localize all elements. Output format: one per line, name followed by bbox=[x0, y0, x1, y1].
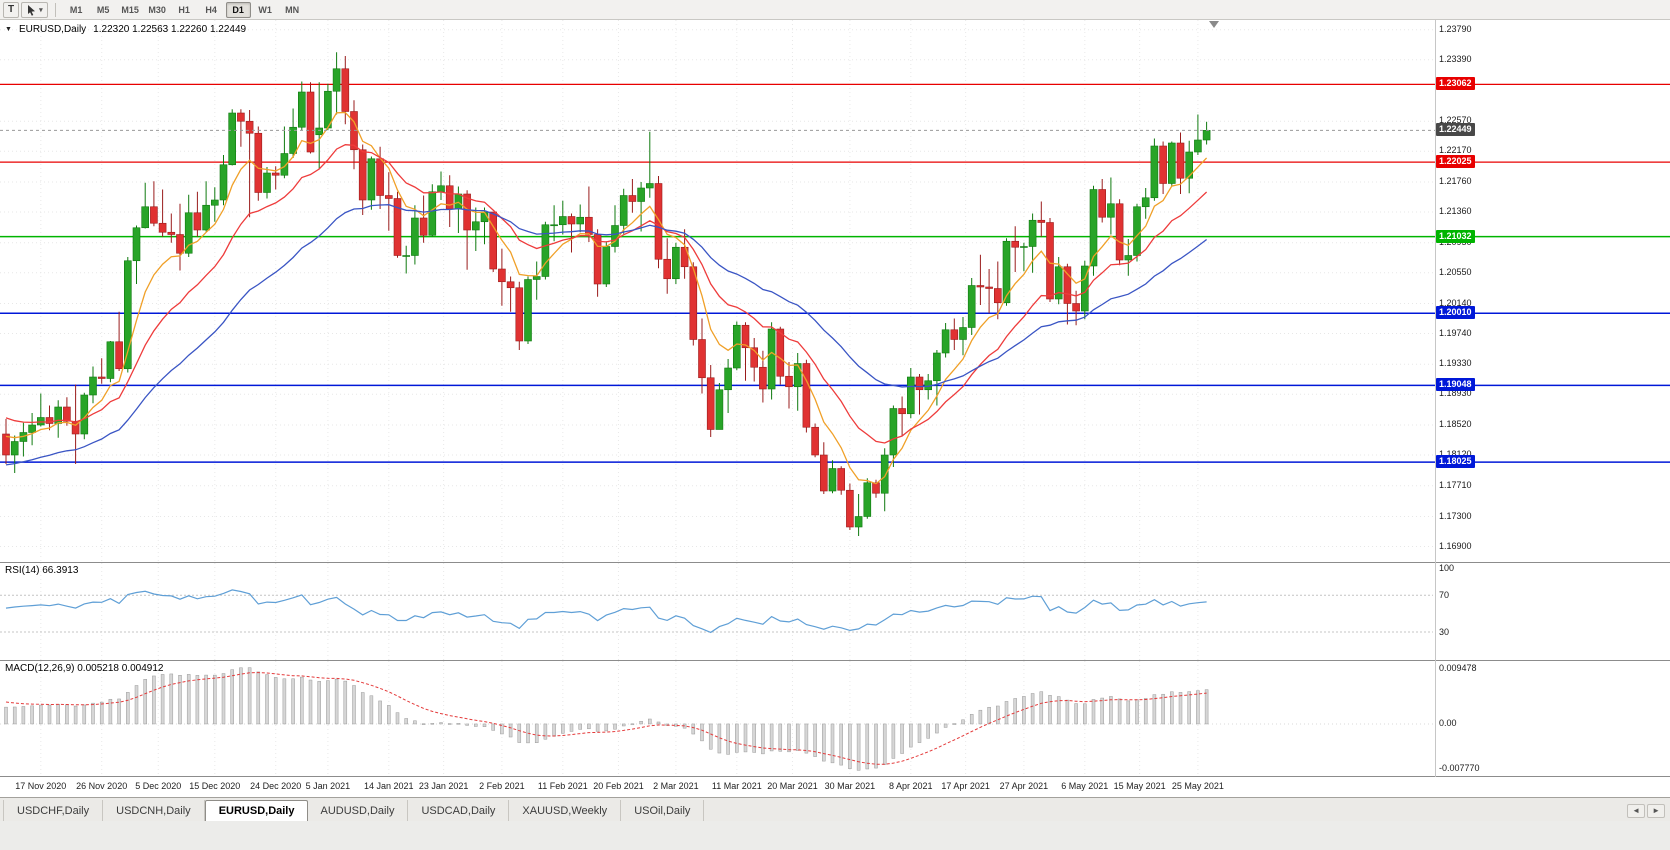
date-tick-label: 11 Mar 2021 bbox=[711, 781, 762, 791]
date-tick-label: 17 Apr 2021 bbox=[941, 781, 990, 791]
macd-signal-line bbox=[5, 672, 1207, 765]
timeframe-m1-button[interactable]: M1 bbox=[69, 4, 83, 15]
rsi-line bbox=[5, 589, 1207, 634]
timeframe-d1-button[interactable]: D1 bbox=[225, 1, 251, 18]
date-tick-label: 30 Mar 2021 bbox=[824, 781, 876, 791]
rsi-canvas[interactable] bbox=[0, 563, 1670, 660]
chart-tabs: USDCHF,Daily USDCNH,Daily EURUSD,Daily AUDU… bbox=[3, 800, 705, 821]
date-tick-label: 24 Dec 2020 bbox=[250, 781, 302, 791]
cursor-arrow-icon bbox=[28, 4, 36, 16]
rsi-panel[interactable]: RSI(14) 66.3913 bbox=[0, 562, 1670, 660]
tab-navigation: ◄ ► bbox=[1627, 800, 1667, 821]
date-tick-label: 23 Jan 2021 bbox=[418, 781, 469, 791]
date-tick-label: 5 Dec 2020 bbox=[135, 781, 182, 791]
timeframe-m30-button[interactable]: M30 bbox=[148, 4, 166, 15]
timeframe-h1-button[interactable]: H1 bbox=[178, 4, 190, 15]
pointer-tool-button[interactable]: ▾ bbox=[21, 1, 48, 18]
date-tick-label: 8 Apr 2021 bbox=[889, 781, 933, 791]
main-grid-layer bbox=[0, 20, 1433, 562]
date-tick-label: 26 Nov 2020 bbox=[76, 781, 128, 791]
date-tick-label: 20 Feb 2021 bbox=[593, 781, 644, 791]
chart-tab-usoil[interactable]: USOil,Daily bbox=[621, 800, 705, 821]
chart-tab-bar: USDCHF,Daily USDCNH,Daily EURUSD,Daily AUDU… bbox=[0, 797, 1670, 821]
date-tick-label: 15 Dec 2020 bbox=[189, 781, 241, 791]
chart-tab-xauusd[interactable]: XAUUSD,Weekly bbox=[509, 800, 622, 821]
date-tick-label: 15 May 2021 bbox=[1113, 781, 1166, 791]
time-axis[interactable]: 17 Nov 2020 26 Nov 2020 5 Dec 2020 15 Dec 2… bbox=[0, 776, 1670, 797]
toolbar-separator bbox=[54, 2, 56, 17]
date-tick-label: 2 Mar 2021 bbox=[653, 781, 699, 791]
macd-canvas[interactable] bbox=[0, 661, 1670, 776]
price-chart-canvas[interactable] bbox=[0, 20, 1670, 562]
tab-scroll-right-button[interactable]: ► bbox=[1647, 803, 1665, 818]
date-tick-label: 11 Feb 2021 bbox=[537, 781, 588, 791]
crosshair-tool-button[interactable]: T bbox=[3, 1, 20, 18]
timeframe-m5-button[interactable]: M5 bbox=[96, 4, 110, 15]
timeframe-group: M1 M5 M15 M30 H1 H4 D1 W1 MN bbox=[63, 1, 306, 18]
timeframe-m15-button[interactable]: M15 bbox=[121, 4, 139, 15]
macd-panel[interactable]: MACD(12,26,9) 0.005218 0.004912 bbox=[0, 660, 1670, 776]
date-tick-label: 6 May 2021 bbox=[1061, 781, 1109, 791]
chart-shift-marker bbox=[1209, 21, 1219, 28]
window-bottom-strip bbox=[0, 821, 1670, 850]
macd-histogram-layer bbox=[4, 667, 1209, 771]
dropdown-caret-icon: ▾ bbox=[39, 6, 43, 14]
chart-tab-usdcad[interactable]: USDCAD,Daily bbox=[408, 800, 510, 821]
horizontal-lines-layer bbox=[0, 83, 1670, 463]
date-tick-label: 25 May 2021 bbox=[1171, 781, 1224, 791]
chart-tab-eurusd[interactable]: EURUSD,Daily bbox=[204, 800, 309, 821]
date-tick-label: 20 Mar 2021 bbox=[767, 781, 818, 791]
timeframe-mn-button[interactable]: MN bbox=[285, 4, 300, 15]
candles-layer bbox=[2, 52, 1211, 536]
chart-tab-usdcnh[interactable]: USDCNH,Daily bbox=[103, 800, 205, 821]
tab-scroll-left-button[interactable]: ◄ bbox=[1627, 803, 1646, 818]
slow-ma-line bbox=[5, 204, 1207, 466]
toolbar: T ▾ M1 M5 M15 M30 H1 H4 D1 W1 MN bbox=[0, 0, 1670, 20]
chart-area[interactable]: ▼ EURUSD,Daily 1.22320 1.22563 1.22260 1… bbox=[0, 20, 1670, 562]
chart-tab-usdchf[interactable]: USDCHF,Daily bbox=[3, 800, 104, 821]
timeframe-h4-button[interactable]: H4 bbox=[205, 4, 217, 15]
mid-ma-line bbox=[5, 144, 1208, 444]
timeframe-w1-button[interactable]: W1 bbox=[258, 4, 272, 15]
price-axis-separator bbox=[1435, 20, 1436, 777]
date-tick-label: 5 Jan 2021 bbox=[305, 781, 351, 791]
date-tick-label: 14 Jan 2021 bbox=[364, 781, 414, 791]
chart-tab-audusd[interactable]: AUDUSD,Daily bbox=[307, 800, 409, 821]
date-tick-label: 27 Apr 2021 bbox=[999, 781, 1049, 791]
date-tick-label: 17 Nov 2020 bbox=[15, 781, 67, 791]
fast-ma-line bbox=[5, 111, 1208, 485]
date-tick-label: 2 Feb 2021 bbox=[479, 781, 525, 791]
